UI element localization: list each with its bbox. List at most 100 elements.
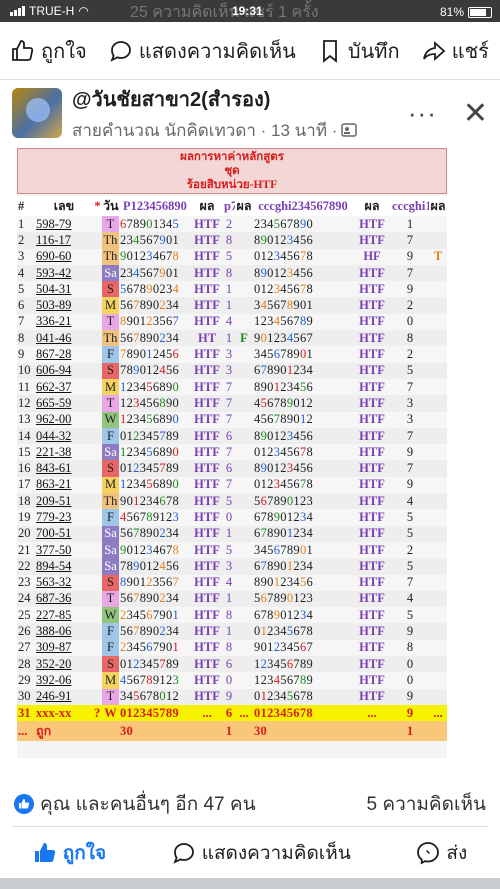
top-action-bar: ถูกใจ แสดงความคิดเห็น บันทึก แชร์ [0, 22, 500, 80]
cell-day: W [102, 411, 119, 428]
cell-n: 3 [17, 248, 35, 265]
cell-code: 388-06 [35, 623, 93, 640]
cell-htf: HTF [191, 493, 223, 510]
cell-htf: HTF [191, 672, 223, 689]
close-icon[interactable]: ✕ [462, 96, 488, 130]
row-code: 779-23 [36, 509, 72, 524]
cell-p7: 3 [223, 346, 235, 363]
cell-r1 [235, 574, 253, 591]
cell-g: 7 [391, 460, 429, 477]
cell-star [93, 721, 102, 742]
table-row: 8 041-46 Th 567890234 HT 1 F 901234567 HTF 8 [17, 330, 447, 347]
cell-star [93, 232, 102, 249]
cell-d1: 890123567 [119, 313, 191, 331]
cell-g: 1 [391, 216, 429, 233]
cell-d1: 456789123 [119, 672, 191, 689]
cell-r2 [429, 460, 447, 477]
cell-r2 [429, 672, 447, 689]
cell-htf: HTF [191, 264, 223, 282]
cell-htf: HTF [191, 444, 223, 461]
cell-star [93, 264, 102, 282]
col-header: ผล [235, 196, 253, 216]
cell-star [93, 656, 102, 673]
cell-r1 [235, 607, 253, 624]
cell-d2: 012345678 [253, 623, 353, 640]
cell-htf2: HTF [353, 460, 391, 477]
cell-n: 29 [17, 672, 35, 689]
avatar[interactable] [12, 88, 62, 138]
cell-code: 377-50 [35, 541, 93, 559]
cell-star [93, 411, 102, 428]
battery-percent: 81% [439, 5, 464, 19]
cell-g: 9 [391, 688, 429, 705]
cell-htf2: HF [353, 248, 391, 265]
cell-star [93, 330, 102, 347]
cell-day: M [102, 378, 119, 396]
like-button[interactable]: ถูกใจ [11, 35, 87, 67]
cell-p7: 5 [223, 493, 235, 510]
cell-g: 0 [391, 672, 429, 689]
cell-day: Sa [102, 541, 119, 559]
cell-htf: HTF [191, 281, 223, 298]
cell-d2: 012345678 [253, 688, 353, 705]
cell-g: 7 [391, 574, 429, 591]
cell-p7: 8 [223, 232, 235, 249]
cell-d1: 789012456 [119, 558, 191, 575]
cell-r1 [235, 590, 253, 608]
cell-d1: 567890234 [119, 590, 191, 608]
cell-day [102, 721, 119, 742]
more-options-icon[interactable]: ··· [407, 97, 437, 128]
table-row: 26 388-06 F 567890234 HTF 1 012345678 HTF 9 [17, 623, 447, 640]
cell-r1 [235, 378, 253, 396]
send-button[interactable]: ส่ง [416, 838, 467, 868]
cell-htf: HTF [191, 232, 223, 249]
comment-button[interactable]: แสดงความคิดเห็น [109, 35, 296, 67]
save-button[interactable]: บันทึก [318, 35, 400, 67]
col-header: cccghi234567890 [253, 196, 353, 216]
cell-star [93, 590, 102, 608]
cell-star [93, 281, 102, 298]
row-code: 227-85 [36, 607, 72, 622]
likes-count[interactable]: คุณ และคนอื่นๆ อีก 47 คน [40, 794, 256, 815]
table-row: 15 221-38 Sa 123456890 HTF 7 012345678 HTF 9 [17, 444, 447, 461]
comment-button[interactable]: แสดงความคิดเห็น [172, 838, 351, 868]
cell-star [93, 362, 102, 379]
cell-d2: 345678901 [253, 541, 353, 559]
cell-n: 31 [17, 704, 35, 722]
row-code: 593-42 [36, 265, 72, 280]
cell-htf2: HTF [353, 476, 391, 494]
cell-d1: 123456890 [119, 378, 191, 396]
cell-d2: 012345678 [253, 476, 353, 494]
cell-day: Sa [102, 444, 119, 461]
table-row: 25 227-85 W 234567901 HTF 8 678901234 HTF 5 [17, 607, 447, 624]
cell-p7: 1 [223, 590, 235, 608]
cell-htf: HTF [191, 297, 223, 314]
like-button-active[interactable]: ถูกใจ [33, 838, 106, 868]
cell-r1 [235, 362, 253, 379]
share-button[interactable]: แชร์ [422, 35, 489, 67]
cell-g: 3 [391, 395, 429, 412]
cell-p7: 7 [223, 444, 235, 461]
cell-d1: 30 [119, 721, 191, 742]
cell-htf: HTF [191, 656, 223, 673]
post-image-table[interactable]: ผลการหาค่าหลักสูตร ชุด ร้อยสิบหน่วย-HTF … [17, 148, 447, 758]
author-name[interactable]: @วันชัยสาขา2(สำรอง) [72, 88, 271, 111]
cell-r1 [235, 639, 253, 657]
cell-star [93, 623, 102, 640]
cell-d1: 123456890 [119, 444, 191, 461]
col-header: ผล [191, 196, 223, 216]
cell-r1 [235, 672, 253, 689]
row-code: 662-37 [36, 379, 72, 394]
table-head-line-3: ร้อยสิบหน่วย-HTF [186, 179, 278, 191]
cell-r2 [429, 395, 447, 412]
cell-r2 [429, 411, 447, 428]
battery: 81% [440, 5, 492, 19]
table-head-line-2: ชุด [224, 165, 240, 177]
cell-code: 665-59 [35, 395, 93, 412]
cell-day: T [102, 590, 119, 608]
cell-p7: 7 [223, 378, 235, 396]
cell-d1: 012345789 [119, 460, 191, 477]
cell-d2: 345678901 [253, 346, 353, 363]
cell-d2: 123456789 [253, 313, 353, 331]
comments-count[interactable]: 5 ความคิดเห็น [366, 794, 486, 815]
